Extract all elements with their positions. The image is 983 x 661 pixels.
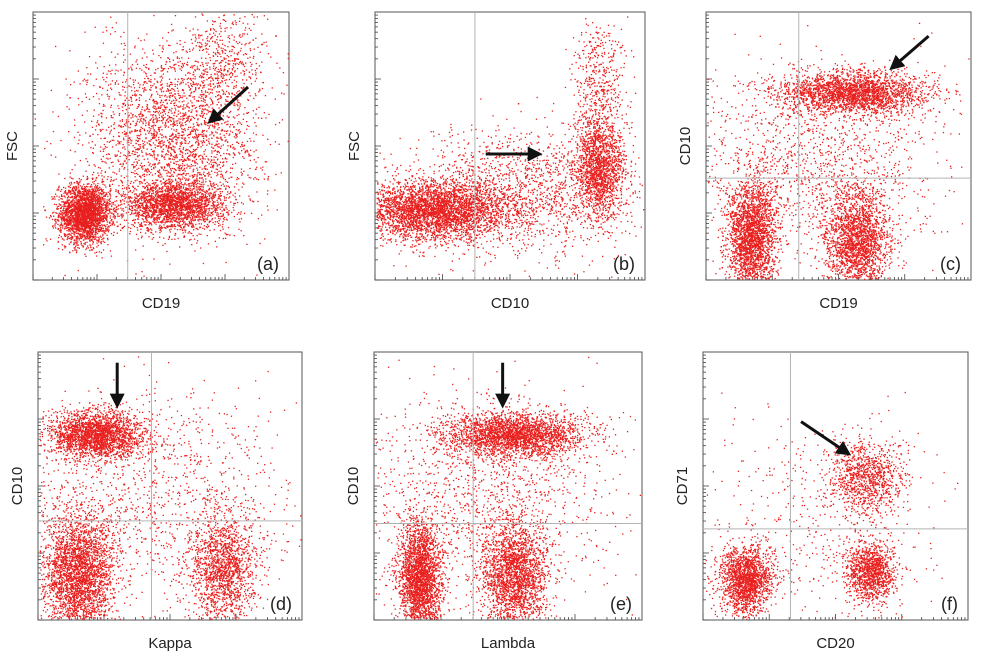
- panel-1: (a) CD19 FSC: [4, 12, 289, 312]
- flow-cytometry-figure: (a) CD19 FSC (b) CD10 FSC (c) CD19 CD10 (d) Kappa C…: [0, 0, 983, 661]
- panel-2: (b) CD10 FSC: [346, 12, 645, 312]
- y-axis-label: CD10: [677, 127, 694, 165]
- plot-frame: [38, 352, 302, 620]
- panel-label: (e): [610, 594, 632, 614]
- y-axis-label: CD10: [9, 467, 26, 505]
- y-axis-label: FSC: [346, 131, 363, 161]
- y-axis-label: CD10: [345, 467, 362, 505]
- panel-label: (a): [257, 254, 279, 274]
- x-axis-label: Kappa: [148, 635, 192, 652]
- x-axis-label: CD19: [819, 295, 857, 312]
- panel-label: (c): [940, 254, 961, 274]
- y-axis-label: CD71: [674, 467, 691, 505]
- y-axis-label: FSC: [4, 131, 21, 161]
- panel-label: (b): [613, 254, 635, 274]
- panel-6: (f) CD20 CD71: [674, 352, 968, 652]
- panel-label: (f): [941, 594, 958, 614]
- panel-4: (d) Kappa CD10: [9, 352, 302, 652]
- panel-3: (c) CD19 CD10: [677, 12, 971, 312]
- panel-5: (e) Lambda CD10: [345, 352, 642, 652]
- x-axis-label: CD10: [491, 295, 529, 312]
- x-axis-label: Lambda: [481, 635, 536, 652]
- panel-label: (d): [270, 594, 292, 614]
- x-axis-label: CD20: [816, 635, 854, 652]
- x-axis-label: CD19: [142, 295, 180, 312]
